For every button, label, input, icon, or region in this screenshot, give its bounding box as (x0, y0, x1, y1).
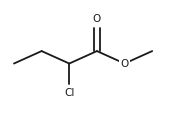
Text: Cl: Cl (64, 88, 75, 98)
Text: O: O (93, 14, 101, 24)
Text: O: O (120, 59, 129, 69)
